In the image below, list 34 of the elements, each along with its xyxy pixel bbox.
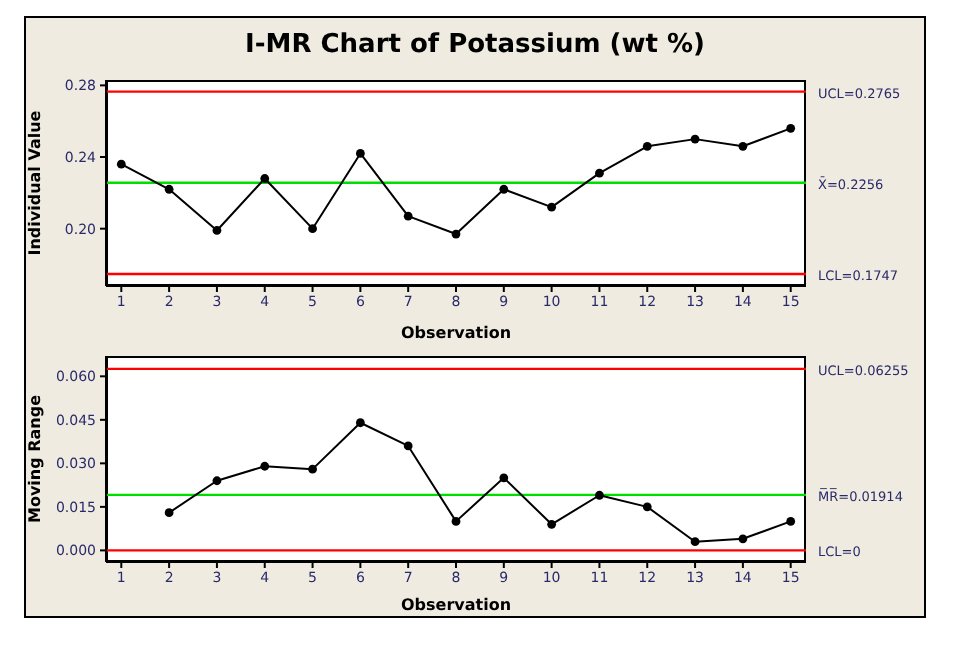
point — [308, 464, 317, 474]
point — [308, 224, 317, 234]
point — [164, 508, 174, 518]
point — [403, 211, 413, 221]
point — [738, 534, 748, 544]
y-axis-title: Individual Value — [25, 109, 44, 256]
point — [547, 202, 557, 212]
point — [212, 226, 222, 235]
point — [116, 159, 126, 169]
chart-title: I-MR Chart of Potassium (wt %) — [243, 30, 707, 60]
point — [547, 519, 557, 529]
point — [595, 490, 604, 500]
point — [595, 168, 604, 178]
point — [164, 184, 174, 194]
point — [499, 184, 509, 194]
point — [642, 502, 652, 512]
point — [260, 461, 270, 471]
point — [786, 516, 796, 526]
point — [355, 418, 365, 428]
point — [403, 441, 413, 451]
x-axis-title: Observation — [400, 596, 512, 614]
point — [212, 476, 222, 486]
point — [451, 516, 461, 526]
point — [690, 537, 700, 547]
y-axis-title: Moving Range — [25, 393, 44, 524]
point — [642, 141, 652, 151]
point — [738, 141, 748, 151]
x-axis-title: Observation — [400, 324, 512, 342]
point — [786, 123, 796, 133]
point — [355, 149, 365, 158]
point — [690, 134, 700, 144]
point — [451, 229, 461, 239]
point — [260, 174, 270, 183]
point — [499, 473, 509, 483]
